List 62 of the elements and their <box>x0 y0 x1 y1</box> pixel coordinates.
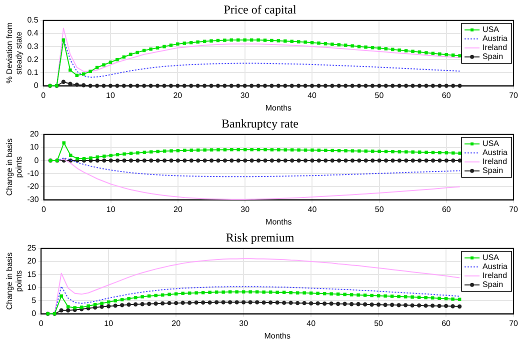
x-tick-label: 20 <box>173 90 183 100</box>
y-tick-label: 0.4 <box>27 28 39 38</box>
x-tick-label: 10 <box>106 204 116 214</box>
legend-label: USA <box>482 25 500 34</box>
y-axis-title: Change in basis points <box>5 138 24 196</box>
x-tick-label: 30 <box>240 204 250 214</box>
x-tick-label: 60 <box>442 318 452 328</box>
x-tick-label: 70 <box>509 318 519 328</box>
x-axis-title: Months <box>266 217 292 226</box>
legend-label: USA <box>482 253 500 262</box>
y-tick-label: 25 <box>27 244 37 253</box>
x-tick-label: 70 <box>509 90 519 100</box>
x-tick-label: 10 <box>104 318 114 328</box>
x-tick-label: 50 <box>374 318 384 328</box>
x-tick-label: 10 <box>106 90 116 100</box>
legend-label: Austria <box>482 34 508 44</box>
legend-label: Spain <box>482 280 504 290</box>
legend-label: USA <box>482 139 500 148</box>
x-axis-title: Months <box>265 103 292 112</box>
x-tick-label: 60 <box>442 90 452 100</box>
y-tick-label: 0 <box>32 309 37 318</box>
x-tick-label: 40 <box>308 204 318 214</box>
x-tick-label: 60 <box>442 204 452 214</box>
x-tick-label: 30 <box>240 90 250 100</box>
y-tick-label: 20 <box>27 256 37 266</box>
x-tick-label: 40 <box>306 318 316 328</box>
y-tick-label: 0 <box>34 81 39 90</box>
x-tick-label: 0 <box>42 204 47 214</box>
x-tick-label: 50 <box>374 204 384 214</box>
x-tick-label: 40 <box>308 90 318 100</box>
y-tick-label: 0.1 <box>27 68 39 77</box>
x-tick-label: 20 <box>174 204 183 214</box>
x-axis-title: Months <box>264 331 290 340</box>
y-tick-label: -30 <box>27 195 40 204</box>
y-tick-label: 0.2 <box>27 54 39 64</box>
y-axis-title: Change in basis points <box>5 252 24 310</box>
legend-label: Ireland <box>482 43 508 52</box>
chart-title: Risk premium <box>226 230 295 244</box>
legend-label: Ireland <box>482 157 508 166</box>
y-tick-label: 0.5 <box>27 16 39 25</box>
x-tick-label: 70 <box>509 204 519 214</box>
y-tick-label: 5 <box>32 296 37 305</box>
x-tick-label: 50 <box>374 90 384 100</box>
y-tick-label: -10 <box>27 168 40 178</box>
y-axis-title: % Deviation from steady state <box>5 22 24 84</box>
legend-label: Spain <box>482 52 504 62</box>
x-tick-label: 30 <box>239 318 249 328</box>
chart-title: Bankruptcy rate <box>222 116 298 130</box>
legend-label: Austria <box>482 148 508 158</box>
legend-label: Ireland <box>482 271 508 280</box>
y-tick-label: 0.3 <box>27 42 39 51</box>
y-tick-label: 10 <box>27 282 37 292</box>
y-tick-label: 10 <box>30 142 40 152</box>
legend-label: Spain <box>482 166 504 176</box>
x-tick-label: 20 <box>172 318 182 328</box>
y-tick-label: 0 <box>34 156 40 165</box>
y-tick-label: 15 <box>27 270 37 279</box>
chart-title: Price of capital <box>224 2 297 16</box>
y-tick-label: 20 <box>30 130 40 139</box>
legend-label: Austria <box>482 262 508 272</box>
y-tick-label: -20 <box>27 182 40 191</box>
x-tick-label: 0 <box>41 90 46 100</box>
